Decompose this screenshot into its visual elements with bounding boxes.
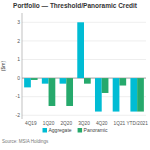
y-tick-label: 2 — [17, 38, 20, 44]
x-tick-label: 4Q19 — [25, 121, 37, 126]
y-tick-label: 0 — [17, 75, 20, 81]
x-tick-label: 1Q20 — [43, 121, 55, 126]
x-tick-label: 1Q21 — [114, 121, 126, 126]
y-axis-line — [22, 13, 23, 119]
y-ticks: -2 -1 0 1 2 3 — [16, 19, 21, 118]
bar — [42, 78, 49, 84]
y-tick-label: 1 — [17, 56, 20, 62]
x-ticks: 4Q19 1Q20 2Q20 3Q20 4Q20 1Q21YTD/2021 — [25, 121, 148, 126]
legend-swatch — [78, 128, 83, 133]
bar — [130, 78, 137, 111]
grid-line — [22, 96, 146, 97]
legend-item: Panoramic — [78, 127, 108, 133]
grid-line — [22, 115, 146, 116]
bar — [102, 78, 109, 93]
title: Portfolio — Threshold/Panoramic Credit — [13, 2, 138, 9]
bars — [24, 22, 144, 111]
bar — [60, 78, 67, 84]
y-axis-label: ($m) — [0, 61, 6, 72]
chart: Portfolio — Threshold/Panoramic Credit ($… — [0, 0, 150, 150]
y-tick-label: 3 — [17, 19, 20, 25]
bar — [113, 78, 120, 111]
bar — [77, 22, 84, 78]
bar — [95, 78, 102, 111]
x-tick-label: YTD/2021 — [126, 121, 148, 126]
legend-label: Panoramic — [84, 127, 108, 133]
bar — [31, 78, 38, 80]
bar — [49, 78, 56, 106]
legend: Aggregate Panoramic — [43, 127, 108, 133]
annotation: Source: MSIA Holdings — [2, 139, 49, 144]
x-tick-label: 4Q20 — [96, 121, 108, 126]
legend-item: Aggregate — [43, 127, 72, 133]
bar — [84, 78, 91, 84]
bar — [137, 78, 144, 111]
x-tick-label: 3Q20 — [78, 121, 90, 126]
grid — [22, 22, 146, 115]
x-tick-label: 2Q20 — [60, 121, 72, 126]
legend-label: Aggregate — [49, 127, 72, 133]
y-tick-label: -1 — [16, 93, 21, 99]
bar — [66, 78, 73, 106]
legend-swatch — [43, 128, 48, 133]
bar — [24, 78, 31, 87]
y-tick-label: -2 — [16, 112, 21, 118]
bar — [119, 78, 126, 85]
